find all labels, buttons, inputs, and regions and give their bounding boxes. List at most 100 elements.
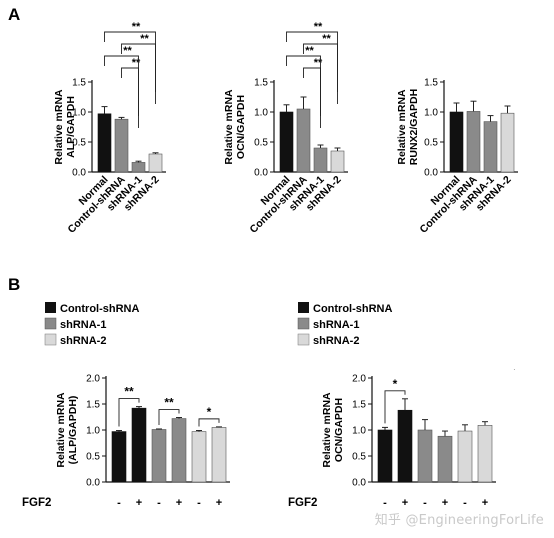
significance-label: ** xyxy=(132,57,141,69)
y-axis-label-line: OCN/GAPDH xyxy=(333,398,345,462)
legend-ocn: Control-shRNA shRNA-1 shRNA-2 xyxy=(297,302,392,347)
y-axis-label-line: RUNX2/GAPDH xyxy=(408,89,420,165)
y-tick-label: 1.0 xyxy=(424,108,438,119)
y-axis-label: Relative mRNAALP/GAPDH xyxy=(53,89,77,165)
significance-label: ** xyxy=(314,57,323,69)
y-tick-label: 0.5 xyxy=(352,452,366,463)
y-tick-label: 0.0 xyxy=(254,168,268,179)
fgf2-sign: + xyxy=(482,497,488,509)
y-tick-label: 0.0 xyxy=(86,478,100,489)
y-axis-label-line: ALP/GAPDH xyxy=(65,96,77,158)
bar xyxy=(114,118,129,173)
legend-label-shrna1: shRNA-1 xyxy=(60,319,106,331)
significance-label: ** xyxy=(124,385,134,399)
fgf2-sign: + xyxy=(176,497,182,509)
legend-swatch-shrna1 xyxy=(44,317,57,330)
fgf2-sign: + xyxy=(216,497,222,509)
significance-label: * xyxy=(207,405,212,419)
significance-bracket xyxy=(158,409,180,425)
bar xyxy=(449,111,464,173)
y-tick-label: 1.0 xyxy=(254,108,268,119)
bar xyxy=(466,111,481,173)
bar xyxy=(437,435,453,483)
fgf2-sign: + xyxy=(136,497,142,509)
y-tick-label: 2.0 xyxy=(352,374,366,385)
bar xyxy=(313,147,328,173)
fgf2-sign: + xyxy=(402,497,408,509)
y-tick-label: 0.0 xyxy=(424,168,438,179)
panel-label-b: B xyxy=(8,275,20,294)
significance-bracket xyxy=(118,398,140,427)
significance-label: * xyxy=(393,377,398,391)
artifact-mark: · xyxy=(513,365,516,374)
y-tick-label: 0.5 xyxy=(254,138,268,149)
fgf2-label: FGF2 xyxy=(288,497,317,509)
y-axis-label-line: Relative mRNA xyxy=(321,392,333,468)
significance-label: ** xyxy=(322,33,331,45)
y-tick-label: 0.5 xyxy=(72,138,86,149)
bar xyxy=(171,418,187,483)
fgf2-sign: + xyxy=(442,497,448,509)
bar xyxy=(330,150,345,173)
chart-b-ocn: 0.0 0.5 1.0 1.5 2.0 Relative mRNAOCN/GAPDH - + -… xyxy=(288,374,496,509)
bar xyxy=(148,153,163,173)
y-tick-label: 1.5 xyxy=(254,78,268,89)
y-axis-label: Relative mRNAOCN/GAPDH xyxy=(321,392,345,468)
legend-label-control: Control-shRNA xyxy=(60,303,139,315)
y-axis-label-line: Relative mRNA xyxy=(396,89,408,165)
bar xyxy=(151,429,167,483)
legend-swatch-shrna1 xyxy=(297,317,310,330)
significance-label: ** xyxy=(123,45,132,57)
bar xyxy=(483,121,498,173)
legend-swatch-shrna2 xyxy=(44,333,57,346)
y-axis-label-line: (ALP/GAPDH) xyxy=(67,396,79,465)
fgf2-sign: - xyxy=(463,497,467,509)
watermark: 知乎 @EngineeringForLife xyxy=(374,513,544,528)
significance-label: ** xyxy=(164,396,174,410)
legend-swatch-control xyxy=(298,302,309,313)
fgf2-sign: - xyxy=(197,497,201,509)
y-tick-label: 0.5 xyxy=(86,452,100,463)
legend-label-shrna2: shRNA-2 xyxy=(313,335,359,347)
legend-label-control: Control-shRNA xyxy=(313,303,392,315)
y-axis-label-line: Relative mRNA xyxy=(53,89,65,165)
panel-label-a: A xyxy=(8,5,20,24)
y-tick-label: 0.0 xyxy=(352,478,366,489)
y-tick-label: 1.0 xyxy=(72,108,86,119)
fgf2-sign: - xyxy=(117,497,121,509)
legend-swatch-shrna2 xyxy=(297,333,310,346)
bar xyxy=(296,108,311,173)
bar xyxy=(191,431,207,483)
y-tick-label: 1.0 xyxy=(352,426,366,437)
y-axis-label: Relative mRNARUNX2/GAPDH xyxy=(396,89,420,165)
fgf2-sign: - xyxy=(383,497,387,509)
significance-bracket xyxy=(286,31,338,92)
significance-bracket xyxy=(198,418,220,427)
y-tick-label: 2.0 xyxy=(86,374,100,385)
significance-bracket xyxy=(104,31,156,92)
significance-label: ** xyxy=(305,45,314,57)
bar xyxy=(111,431,127,483)
y-tick-label: 1.0 xyxy=(86,426,100,437)
y-axis-label: Relative mRNA(ALP/GAPDH) xyxy=(55,392,79,468)
bar xyxy=(279,111,294,173)
bar xyxy=(477,425,493,483)
y-tick-label: 1.5 xyxy=(352,400,366,411)
legend-alp: Control-shRNA shRNA-1 shRNA-2 xyxy=(44,302,139,347)
significance-bracket xyxy=(104,55,139,116)
bar xyxy=(457,430,473,483)
bar xyxy=(397,409,413,483)
chart-b-alp: 0.0 0.5 1.0 1.5 2.0 Relative mRNA(ALP/GAPDH) -… xyxy=(22,374,230,509)
bar xyxy=(211,427,227,483)
y-tick-label: 1.5 xyxy=(86,400,100,411)
y-axis-label: Relative mRNAOCN/GAPDH xyxy=(223,89,247,165)
legend-label-shrna2: shRNA-2 xyxy=(60,335,106,347)
y-tick-label: 1.5 xyxy=(72,78,86,89)
y-axis-label-line: Relative mRNA xyxy=(55,392,67,468)
y-axis-label-line: OCN/GAPDH xyxy=(235,95,247,159)
significance-label: ** xyxy=(314,21,323,33)
